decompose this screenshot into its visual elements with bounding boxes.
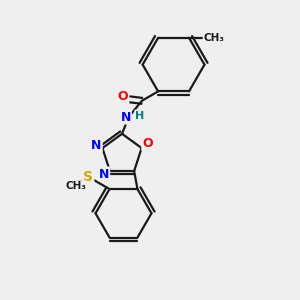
Text: CH₃: CH₃ bbox=[65, 181, 86, 191]
Text: N: N bbox=[91, 139, 102, 152]
Text: H: H bbox=[135, 110, 145, 121]
Text: CH₃: CH₃ bbox=[203, 33, 224, 43]
Text: S: S bbox=[83, 170, 93, 184]
Text: N: N bbox=[121, 110, 131, 124]
Text: N: N bbox=[99, 167, 109, 181]
Text: O: O bbox=[142, 137, 153, 150]
Text: O: O bbox=[118, 91, 128, 103]
